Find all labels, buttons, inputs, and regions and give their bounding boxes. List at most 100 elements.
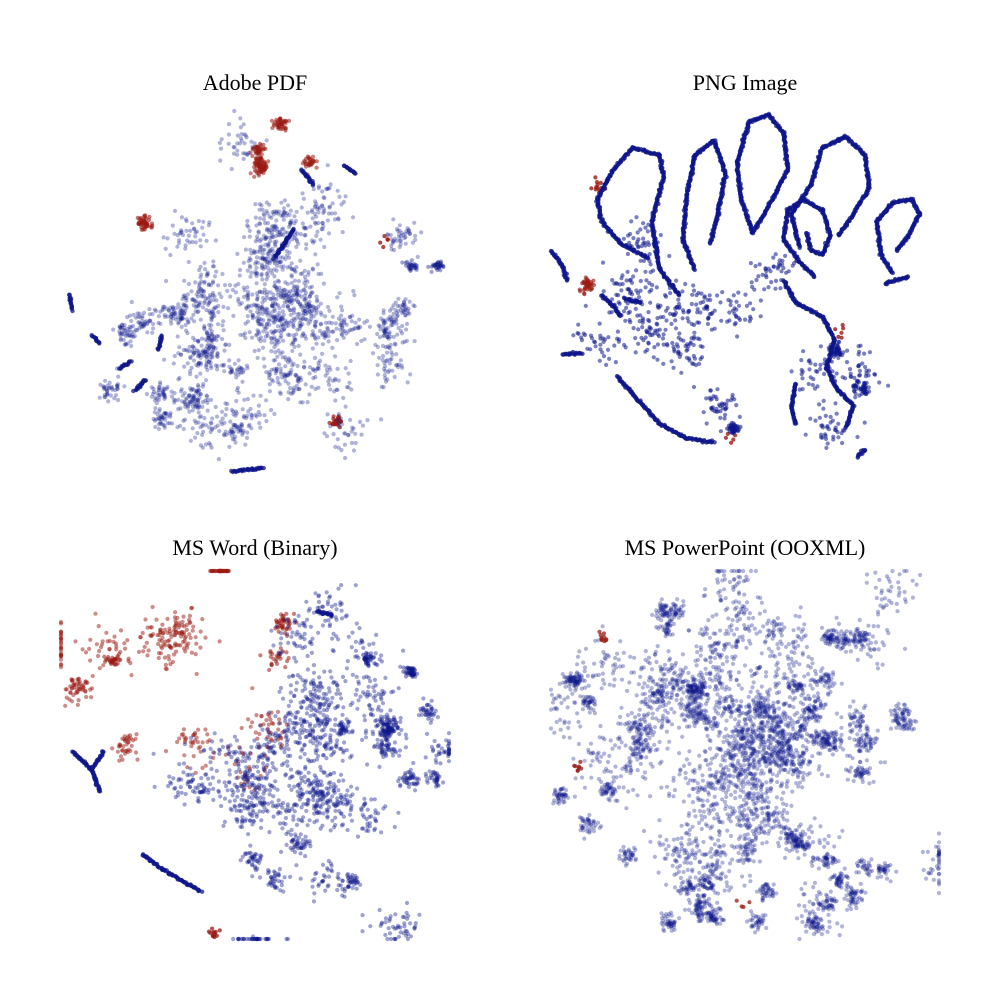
data-point-class-a [840,440,845,446]
data-point-class-a [346,433,351,438]
data-point-class-a [257,289,262,294]
data-point-class-a [670,340,675,346]
data-point-class-a [169,311,174,316]
data-point-class-a [232,108,237,114]
data-point-class-a [233,434,238,439]
data-point-class-a [825,424,830,429]
data-point-class-a [686,309,691,314]
data-point-class-a [202,416,207,421]
data-point-class-a [157,417,162,422]
data-point-class-a [303,336,309,341]
data-point-class-a [320,342,325,347]
data-point-class-a [113,388,118,393]
data-point-class-a [195,389,200,394]
data-point-class-a [311,367,316,372]
data-point-class-a [300,400,305,405]
data-point-class-a [278,318,283,323]
data-point-class-a [125,315,130,320]
data-point-class-a [242,132,247,137]
data-point-class-a [398,242,403,247]
data-point-class-a [319,271,324,276]
data-point-class-a [157,385,162,390]
data-point-class-a [281,338,286,343]
data-point-class-a [224,432,229,437]
data-point-class-a [204,331,210,336]
data-point-class-a [764,275,769,280]
data-point-class-a [391,247,397,253]
data-point-class-a [272,337,277,342]
data-point-class-a [401,309,406,314]
data-point-class-a [304,226,309,231]
data-point-class-a [281,217,286,222]
data-point-class-b [286,118,292,123]
data-point-class-a [178,389,184,394]
data-point-class-a [289,273,294,278]
data-point-class-a [336,411,341,417]
data-point-class-a [262,236,267,241]
data-point-class-a [377,324,383,329]
data-point-class-a [275,263,280,268]
data-point-class-a [823,413,828,418]
data-point-class-a [321,224,326,229]
data-point-class-a [107,380,112,385]
data-point-class-a [341,335,346,340]
data-point-class-a [186,281,191,287]
data-point-class-a [303,284,308,289]
data-point-class-a [743,317,748,322]
data-point-class-a [178,231,183,236]
data-point-class-a [269,304,274,309]
data-point-class-a [312,323,317,328]
data-point-class-a [270,304,276,309]
data-point-class-a [649,222,654,227]
data-point-class-a [387,346,392,351]
data-point-class-a [179,308,185,313]
data-point-class-a [655,305,660,310]
data-point-class-a [654,321,659,326]
data-point-class-a [219,294,224,300]
data-point-class-a [201,289,207,294]
data-point-class-a [298,400,303,405]
data-point-class-a [213,346,218,351]
data-point-class-a [257,316,262,321]
data-point-class-a [375,372,380,377]
data-point-class-a [278,351,283,356]
data-point-class-a [301,313,306,318]
data-point-class-a [734,314,739,319]
data-point-class-a [698,300,703,305]
data-point-class-a [183,217,189,222]
data-point-class-a [280,255,286,260]
data-point-class-a [651,355,656,360]
data-point-class-a [327,320,332,325]
data-point-class-a [122,322,127,328]
data-point-class-a [260,300,265,305]
data-point-class-a [273,328,278,333]
data-point-class-a [297,387,302,392]
data-point-class-a [282,373,287,378]
data-point-class-a [303,296,309,301]
data-point-class-a [209,323,214,328]
data-point-class-a [206,347,211,352]
data-point-class-a [778,286,783,291]
data-point-class-a [205,350,210,355]
data-point-class-a [401,232,406,238]
data-point-class-a [398,328,403,334]
data-point-class-a [691,288,697,293]
data-point-class-a [408,268,413,273]
data-point-class-a [382,329,387,334]
panel-title-png-image: PNG Image [692,70,798,95]
data-point-class-a [437,264,442,269]
data-point-class-a [135,328,140,333]
data-point-class-a [313,199,318,204]
data-point-class-a [351,426,356,431]
data-point-class-a [223,412,228,418]
data-point-class-a [244,306,249,311]
data-point-class-a [408,261,413,266]
data-point-class-a [323,363,328,368]
data-point-class-a [161,235,166,240]
data-point-class-a [198,371,203,376]
data-point-class-a [288,359,293,364]
data-point-class-a [218,158,223,163]
data-point-class-a [312,333,317,338]
data-point-class-a [322,333,327,338]
data-point-class-a [362,320,367,325]
